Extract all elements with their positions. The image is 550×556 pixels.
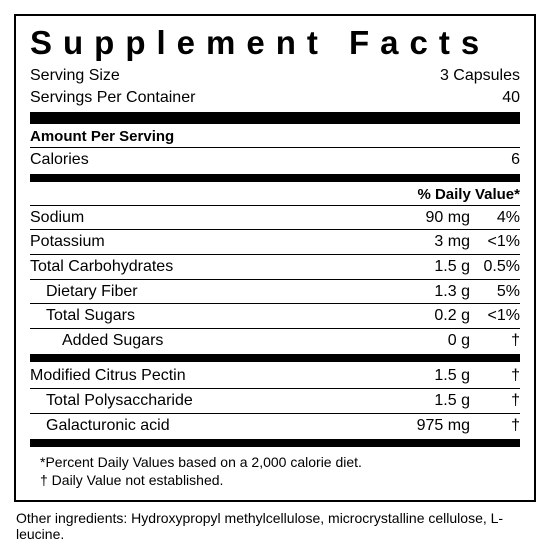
- nutrient-row: Sodium90 mg4%: [30, 206, 520, 230]
- nutrient-amount: 3 mg: [400, 231, 470, 253]
- nutrient-row: Potassium3 mg<1%: [30, 230, 520, 254]
- nutrient-name: Dietary Fiber: [30, 281, 400, 303]
- nutrient-row: Total Sugars0.2 g<1%: [30, 304, 520, 328]
- nutrient-dv: †: [470, 330, 520, 352]
- serving-size-value: 3 Capsules: [440, 65, 520, 87]
- nutrient-name: Sodium: [30, 207, 400, 229]
- nutrient-amount: 90 mg: [400, 207, 470, 229]
- divider-bar: [30, 354, 520, 362]
- serving-size-row: Serving Size 3 Capsules: [30, 65, 520, 87]
- nutrient-name: Potassium: [30, 231, 400, 253]
- nutrient-amount: 975 mg: [400, 415, 470, 437]
- footnotes: *Percent Daily Values based on a 2,000 c…: [30, 449, 520, 491]
- nutrient-name: Modified Citrus Pectin: [30, 365, 400, 387]
- footnote-dv: *Percent Daily Values based on a 2,000 c…: [40, 453, 520, 471]
- calories-label: Calories: [30, 149, 511, 171]
- other-ingredients: Other ingredients: Hydroxypropyl methylc…: [16, 510, 534, 542]
- nutrient-name: Total Carbohydrates: [30, 256, 400, 278]
- supplement-facts-panel: Supplement Facts Serving Size 3 Capsules…: [14, 14, 536, 502]
- nutrient-list-bottom: Modified Citrus Pectin1.5 g†Total Polysa…: [30, 364, 520, 437]
- serving-size-label: Serving Size: [30, 65, 120, 87]
- nutrient-row: Added Sugars0 g†: [30, 329, 520, 353]
- nutrient-dv: 4%: [470, 207, 520, 229]
- nutrient-dv: †: [470, 365, 520, 387]
- nutrient-amount: 1.5 g: [400, 390, 470, 412]
- calories-value: 6: [511, 149, 520, 171]
- nutrient-row: Total Carbohydrates1.5 g0.5%: [30, 255, 520, 279]
- panel-title: Supplement Facts: [30, 26, 520, 59]
- footnote-dagger: † Daily Value not established.: [40, 471, 520, 489]
- nutrient-amount: 0 g: [400, 330, 470, 352]
- nutrient-name: Added Sugars: [30, 330, 400, 352]
- nutrient-dv: <1%: [470, 231, 520, 253]
- divider-bar: [30, 174, 520, 182]
- servings-per-value: 40: [502, 87, 520, 109]
- nutrient-row: Total Polysaccharide1.5 g†: [30, 389, 520, 413]
- nutrient-dv: †: [470, 415, 520, 437]
- nutrient-name: Total Sugars: [30, 305, 400, 327]
- amount-per-serving-label: Amount Per Serving: [30, 126, 520, 147]
- servings-per-label: Servings Per Container: [30, 87, 195, 109]
- calories-row: Calories 6: [30, 148, 520, 172]
- nutrient-dv: <1%: [470, 305, 520, 327]
- nutrient-row: Dietary Fiber1.3 g5%: [30, 280, 520, 304]
- nutrient-list-top: Sodium90 mg4%Potassium3 mg<1%Total Carbo…: [30, 206, 520, 353]
- divider-bar: [30, 112, 520, 124]
- servings-per-row: Servings Per Container 40: [30, 87, 520, 109]
- nutrient-row: Modified Citrus Pectin1.5 g†: [30, 364, 520, 388]
- nutrient-dv: †: [470, 390, 520, 412]
- nutrient-name: Total Polysaccharide: [30, 390, 400, 412]
- nutrient-dv: 0.5%: [470, 256, 520, 278]
- nutrient-amount: 1.5 g: [400, 256, 470, 278]
- nutrient-row: Galacturonic acid975 mg†: [30, 414, 520, 438]
- nutrient-dv: 5%: [470, 281, 520, 303]
- daily-value-header: % Daily Value*: [30, 184, 520, 205]
- nutrient-amount: 0.2 g: [400, 305, 470, 327]
- divider-bar: [30, 439, 520, 447]
- nutrient-amount: 1.5 g: [400, 365, 470, 387]
- nutrient-name: Galacturonic acid: [30, 415, 400, 437]
- nutrient-amount: 1.3 g: [400, 281, 470, 303]
